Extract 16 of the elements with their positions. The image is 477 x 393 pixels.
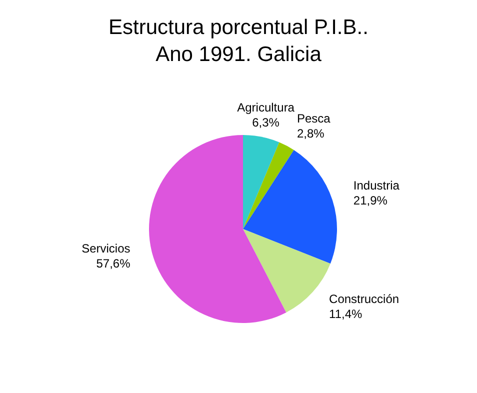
pie-slice: [149, 135, 286, 323]
data-label: 11,4%: [329, 306, 363, 321]
chart-title: Estructura porcentual P.I.B.. Ano 1991. Galicia: [108, 15, 370, 68]
data-label: 57,6%: [96, 256, 131, 270]
data-label: 2,8%: [296, 126, 325, 140]
pie-slice: [243, 229, 330, 312]
pie-slice: [243, 135, 280, 229]
slice-label: Pesca: [296, 111, 331, 126]
slice-label: Servicios: [82, 241, 130, 256]
data-label: 21,9%: [353, 194, 388, 208]
slice-label: Construcción: [329, 292, 400, 306]
data-label: 6,3%: [252, 115, 280, 130]
slice-label: Agricultura: [237, 100, 295, 114]
pie-slice: [243, 142, 294, 229]
pie-slice: [243, 150, 337, 264]
slice-label: Industria: [353, 178, 400, 192]
